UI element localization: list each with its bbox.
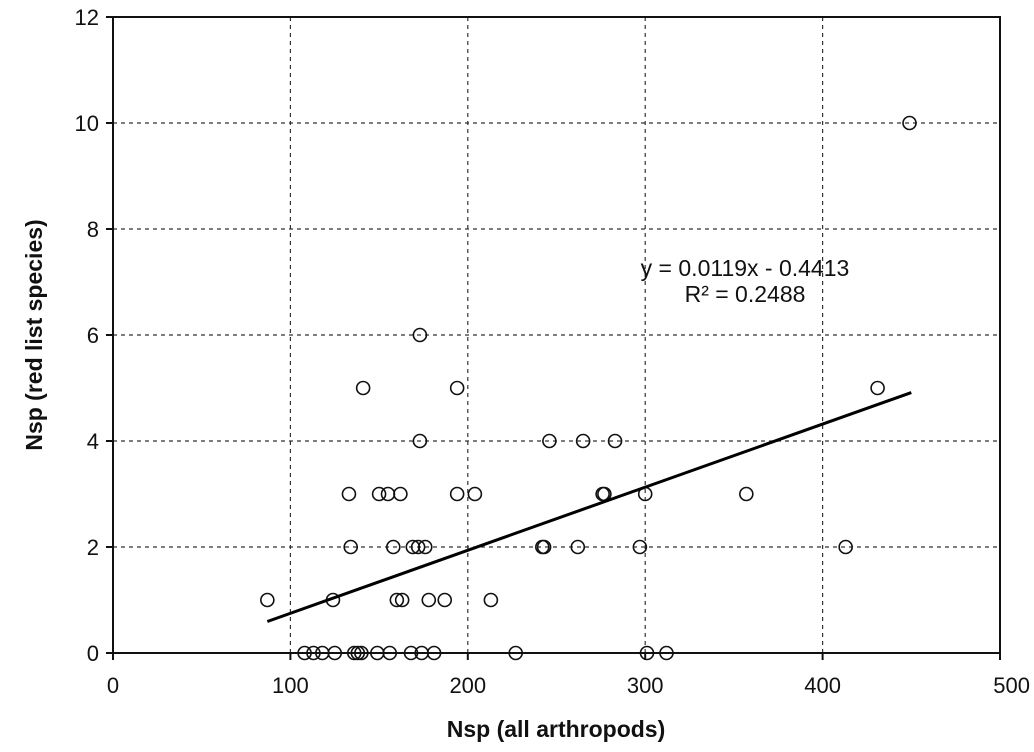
data-point bbox=[385, 539, 401, 555]
data-point bbox=[902, 115, 917, 131]
y-tick-label: 8 bbox=[87, 217, 99, 242]
data-point bbox=[393, 486, 408, 502]
data-point bbox=[449, 486, 465, 502]
data-point bbox=[343, 539, 359, 555]
y-tick-label: 2 bbox=[87, 535, 99, 560]
x-tick-label: 400 bbox=[804, 673, 841, 698]
data-point bbox=[542, 433, 557, 449]
data-point bbox=[417, 539, 433, 555]
data-point bbox=[371, 486, 387, 502]
data-point bbox=[870, 380, 885, 396]
data-point bbox=[306, 645, 321, 661]
data-point bbox=[389, 592, 405, 608]
trendline bbox=[266, 391, 912, 623]
data-point bbox=[483, 592, 499, 608]
y-tick-label: 10 bbox=[75, 111, 99, 136]
y-tick-label: 4 bbox=[87, 429, 99, 454]
grid-lines bbox=[113, 17, 1000, 653]
data-point bbox=[355, 380, 371, 396]
data-point bbox=[739, 486, 754, 502]
tick-labels: 0 2 4 6 8 10 12 0 100 200 300 400 500 bbox=[75, 5, 1030, 698]
data-point bbox=[346, 645, 362, 661]
data-point bbox=[838, 539, 853, 555]
trendline-group bbox=[266, 391, 912, 623]
data-point bbox=[382, 645, 398, 661]
x-tick-label: 200 bbox=[449, 673, 486, 698]
y-tick-label: 12 bbox=[75, 5, 99, 30]
data-point bbox=[575, 433, 591, 449]
data-points bbox=[260, 115, 917, 661]
data-point bbox=[632, 539, 648, 555]
data-point bbox=[536, 539, 552, 555]
x-axis-title: Nsp (all arthropods) bbox=[447, 716, 666, 742]
data-point bbox=[449, 380, 465, 396]
data-point bbox=[570, 539, 586, 555]
data-point bbox=[410, 539, 426, 555]
data-point bbox=[467, 486, 483, 502]
data-point bbox=[412, 433, 428, 449]
data-point bbox=[297, 645, 312, 661]
data-point bbox=[403, 645, 419, 661]
data-point bbox=[341, 486, 357, 502]
y-tick-label: 6 bbox=[87, 323, 99, 348]
data-point bbox=[350, 645, 366, 661]
data-point bbox=[412, 327, 428, 343]
r-squared-label: R² = 0.2488 bbox=[685, 281, 806, 307]
data-point bbox=[607, 433, 623, 449]
data-point bbox=[394, 592, 410, 608]
data-point bbox=[260, 592, 275, 608]
data-point bbox=[659, 645, 674, 661]
data-point bbox=[437, 592, 453, 608]
x-tick-label: 300 bbox=[627, 673, 664, 698]
trendline-equation: y = 0.0119x - 0.4413 bbox=[641, 255, 850, 281]
data-point bbox=[508, 645, 523, 661]
data-point bbox=[380, 486, 396, 502]
data-point bbox=[354, 645, 369, 661]
data-point bbox=[639, 645, 655, 661]
x-tick-label: 100 bbox=[272, 673, 309, 698]
data-point bbox=[426, 645, 442, 661]
x-tick-label: 500 bbox=[993, 673, 1030, 698]
y-tick-label: 0 bbox=[87, 641, 99, 666]
y-axis-title: Nsp (red list species) bbox=[21, 219, 47, 450]
data-point bbox=[327, 645, 343, 661]
data-point bbox=[421, 592, 437, 608]
x-tick-label: 0 bbox=[107, 673, 119, 698]
